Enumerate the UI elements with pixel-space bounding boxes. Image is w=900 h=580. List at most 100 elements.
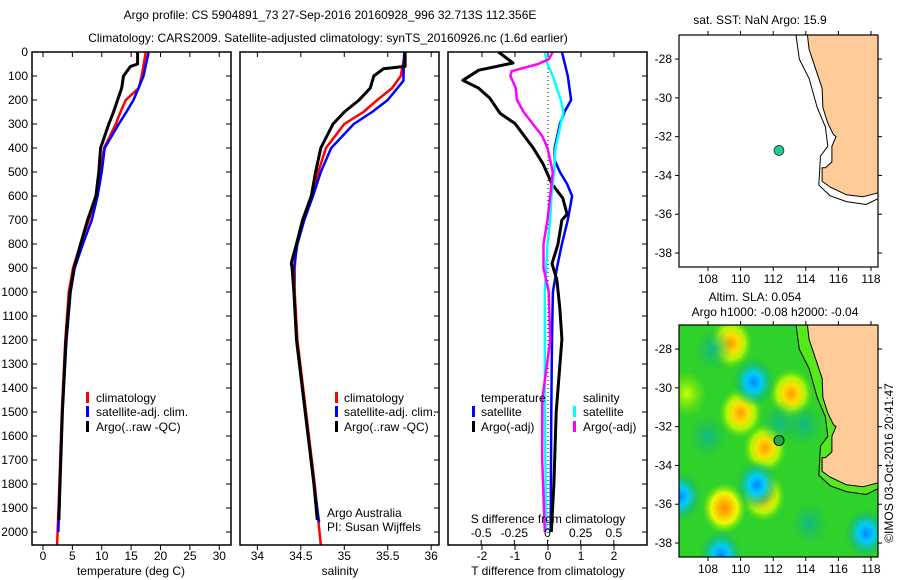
depth-tick-label: 1200 — [1, 333, 28, 347]
depth-tick-label: 600 — [8, 189, 28, 203]
plot-frame — [239, 51, 440, 546]
s-tick-label: 0 — [544, 526, 551, 540]
depth-tick-label: 500 — [8, 165, 28, 179]
lat-tick-label: -32 — [655, 130, 673, 144]
legend-label-climatology: climatology — [96, 391, 156, 405]
lon-tick-label: 108 — [698, 272, 718, 286]
x-tick-label: 0 — [545, 549, 552, 563]
legend-label-argo: Argo(..raw -QC) — [344, 420, 429, 434]
lon-tick-label: 110 — [731, 272, 750, 286]
salinity-legend: climatology satellite-adj. clim. Argo(..… — [335, 391, 436, 434]
plot-frame — [447, 51, 648, 546]
salinity-axis-label: salinity — [322, 564, 359, 578]
legend-swatch-argo — [335, 421, 338, 432]
lat-tick-label: -28 — [655, 52, 673, 66]
depth-tick-label: 1800 — [1, 477, 28, 491]
series-line-argo-raw-qc- — [289, 52, 407, 521]
legend-label-satellite: satellite-adj. clim. — [344, 405, 436, 419]
lat-tick-label: -28 — [655, 342, 673, 356]
depth-tick-label: 800 — [8, 237, 28, 251]
sla-map: 108 110 112 114 116 118 -28 -30 -32 -34 -36 -38 — [655, 321, 882, 576]
lon-tick-label: 116 — [829, 562, 848, 576]
lon-tick-label: 118 — [861, 272, 880, 286]
lon-tick-label: 114 — [796, 562, 815, 576]
lon-tick-label: 108 — [698, 562, 718, 576]
x-tick-label: 35 — [338, 549, 352, 563]
x-tick-label: 25 — [183, 549, 197, 563]
land-mass — [806, 325, 878, 488]
legend-swatch-satellite — [335, 406, 338, 417]
legend-swatch-argo — [86, 421, 89, 432]
x-tick-label: 34.5 — [289, 549, 313, 563]
depth-tick-label: 700 — [8, 213, 28, 227]
lat-tick-label: -38 — [655, 246, 673, 260]
depth-tick-label: 400 — [8, 141, 28, 155]
legend-label-satellite: satellite-adj. clim. — [96, 405, 188, 419]
legend-label-s-argo: Argo(-adj) — [583, 420, 636, 434]
sla-anomaly-low — [699, 529, 744, 557]
sla-anomaly-peak — [702, 482, 747, 534]
series-line-argo-raw-qc- — [57, 52, 140, 521]
depth-tick-label: 100 — [8, 69, 28, 83]
lat-tick-label: -34 — [655, 458, 673, 472]
difference-profile-panel: -2 -1 0 1 2 -0.5 -0.25 0 0.25 0.5 — [447, 51, 648, 563]
pi-credit: PI: Susan Wijffels — [327, 520, 421, 534]
x-tick-label: 1 — [578, 549, 585, 563]
sla-anomaly-dip — [789, 500, 829, 547]
lon-tick-label: 114 — [796, 272, 815, 286]
legend-label-t-satellite: satellite — [481, 405, 522, 419]
sla-anomaly-low — [734, 459, 779, 511]
series-layer — [461, 52, 574, 545]
lon-tick-label: 112 — [764, 272, 783, 286]
x-tick-label: 0 — [40, 549, 47, 563]
depth-tick-label: 1000 — [1, 285, 28, 299]
shelf-contour — [795, 35, 878, 206]
legend-swatch-climatology — [86, 392, 89, 403]
figure-title-line1: Argo profile: CS 5904891_73 27-Sep-2016 … — [124, 8, 537, 22]
s-tick-label: 0.5 — [605, 526, 622, 540]
depth-tick-label: 0 — [21, 45, 28, 59]
legend-label-climatology: climatology — [344, 391, 404, 405]
legend-header-temperature: temperature — [481, 391, 546, 405]
legend-header-salinity: salinity — [583, 391, 620, 405]
x-tick-label: 30 — [213, 549, 227, 563]
depth-tick-label: 1500 — [1, 405, 28, 419]
s-tick-label: 0.25 — [569, 526, 593, 540]
land-mass — [806, 35, 878, 198]
sst-map-title: sat. SST: NaN Argo: 15.9 — [693, 13, 827, 27]
x-tick-label: -1 — [510, 549, 521, 563]
map-layer — [679, 325, 878, 557]
map-layer — [773, 35, 878, 206]
x-tick-label: 34 — [251, 549, 265, 563]
x-tick-label: 36 — [424, 549, 438, 563]
t-difference-axis-label: T difference from climatology — [471, 564, 625, 578]
series-line-satellite — [549, 52, 574, 533]
s-difference-axis-label: S difference from climatology — [471, 512, 626, 526]
program-credit: Argo Australia — [327, 506, 402, 520]
temperature-profile-panel: 0 5 10 15 20 25 300100200300400500600700800900… — [1, 45, 232, 563]
map-frame — [678, 324, 879, 558]
series-layer — [55, 52, 150, 545]
map-frame — [678, 34, 879, 268]
argo-float-marker — [773, 145, 785, 156]
salinity-profile-panel: 34 34.5 35 35.5 36 — [239, 51, 440, 563]
shelf-contour — [795, 325, 878, 496]
depth-tick-label: 1400 — [1, 381, 28, 395]
difference-legend: temperature salinity satellite Argo(-adj… — [472, 391, 636, 434]
x-tick-label: 15 — [124, 549, 138, 563]
legend-label-argo: Argo(..raw -QC) — [96, 420, 181, 434]
legend-swatch-t-argo — [472, 421, 475, 432]
depth-tick-label: 1100 — [2, 309, 28, 323]
lat-tick-label: -32 — [655, 420, 673, 434]
sla-anomaly-low — [844, 508, 878, 557]
series-line-satellite-adj-clim- — [57, 52, 150, 533]
series-line-argo-adj- — [509, 52, 555, 533]
sla-anomaly-low — [731, 356, 776, 408]
temperature-axis-label: temperature (deg C) — [77, 564, 185, 578]
lat-tick-label: -36 — [655, 497, 673, 511]
imos-timestamp: ©IMOS 03-Oct-2016 20:41:47 — [882, 383, 896, 543]
legend-swatch-s-argo — [573, 421, 576, 432]
x-tick-label: 20 — [154, 549, 168, 563]
x-tick-label: -2 — [477, 549, 488, 563]
series-line-argo-adj- — [461, 52, 569, 533]
